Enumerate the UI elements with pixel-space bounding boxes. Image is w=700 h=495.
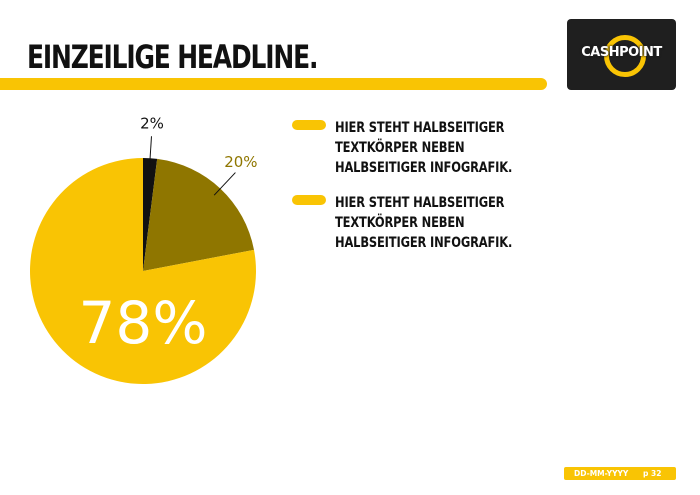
logo-text: CASHPOINT: [581, 45, 662, 60]
pie-leader-line: [149, 136, 152, 168]
cashpoint-logo: CASHPOINT: [567, 19, 676, 90]
footer-date: DD-MM-YYYY: [574, 469, 629, 478]
footer-bar: DD-MM-YYYY p 32: [564, 467, 676, 480]
pie-slice-label: 78%: [79, 289, 208, 357]
legend-item: HIER STEHT HALBSEITIGER TEXTKÖRPER NEBEN…: [292, 118, 632, 178]
pie-slice: [143, 158, 254, 271]
pie-leader-line: [213, 172, 236, 196]
pie-slice: [143, 158, 158, 271]
legend-text: HIER STEHT HALBSEITIGER TEXTKÖRPER NEBEN…: [335, 120, 513, 176]
logo-ring-icon: [604, 35, 646, 77]
legend-swatch: [292, 120, 326, 130]
legend-swatch: [292, 195, 326, 205]
page-title: EINZEILIGE HEADLINE.: [27, 38, 318, 76]
pie-slice-label: 2%: [140, 114, 164, 132]
pie-slice-label: 20%: [224, 153, 257, 171]
legend-item: HIER STEHT HALBSEITIGER TEXTKÖRPER NEBEN…: [292, 193, 632, 253]
legend: HIER STEHT HALBSEITIGER TEXTKÖRPER NEBEN…: [292, 118, 632, 268]
pie-slice: [29, 158, 256, 384]
footer-page-number: p 32: [643, 469, 662, 478]
legend-text: HIER STEHT HALBSEITIGER TEXTKÖRPER NEBEN…: [335, 195, 513, 251]
title-underline-bar: [0, 78, 547, 90]
